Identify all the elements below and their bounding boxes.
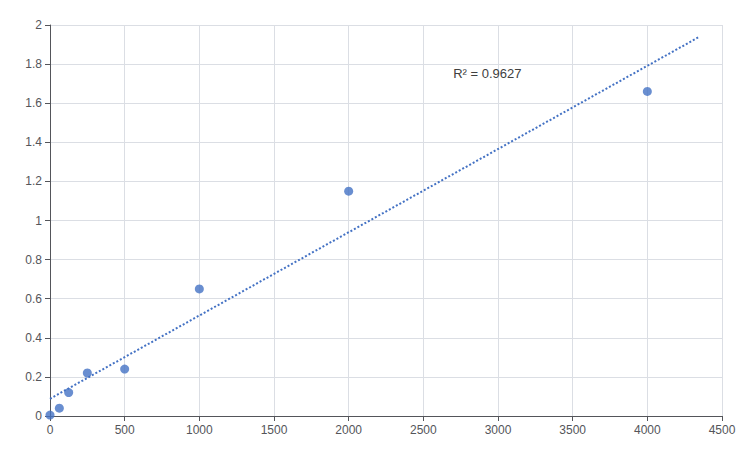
svg-text:0.2: 0.2: [25, 370, 42, 384]
svg-text:500: 500: [115, 423, 135, 437]
svg-text:1.4: 1.4: [25, 135, 42, 149]
svg-text:0.6: 0.6: [25, 292, 42, 306]
svg-text:0.4: 0.4: [25, 331, 42, 345]
svg-text:3500: 3500: [559, 423, 586, 437]
svg-text:1.8: 1.8: [25, 57, 42, 71]
svg-text:1.6: 1.6: [25, 96, 42, 110]
svg-text:1.2: 1.2: [25, 174, 42, 188]
svg-text:1500: 1500: [261, 423, 288, 437]
svg-text:4000: 4000: [634, 423, 661, 437]
svg-text:0: 0: [35, 409, 42, 423]
svg-text:R² = 0.9627: R² = 0.9627: [453, 66, 521, 81]
svg-text:2000: 2000: [335, 423, 362, 437]
svg-text:0.8: 0.8: [25, 253, 42, 267]
svg-text:3000: 3000: [485, 423, 512, 437]
svg-text:4500: 4500: [709, 423, 736, 437]
svg-text:1000: 1000: [186, 423, 213, 437]
svg-text:2500: 2500: [410, 423, 437, 437]
svg-text:0: 0: [47, 423, 54, 437]
svg-text:1: 1: [35, 214, 42, 228]
svg-text:2: 2: [35, 18, 42, 32]
